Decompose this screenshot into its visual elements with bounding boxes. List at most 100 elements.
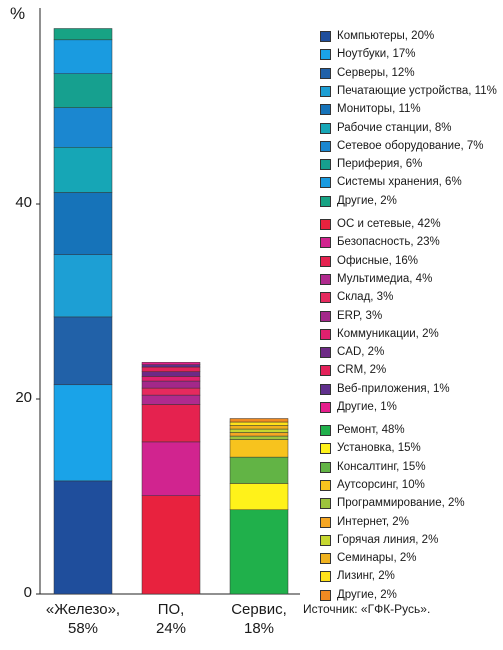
category-name: Сервис, [231, 601, 287, 618]
bar-segment [141, 364, 201, 368]
bar-segment [53, 28, 113, 41]
legend-label: Склад, 3% [337, 291, 394, 304]
legend-swatch [320, 310, 331, 322]
legend-swatch [320, 237, 331, 249]
source-note: Источник: «ГФК-Русь». [303, 602, 431, 616]
category-share: 58% [67, 620, 99, 637]
y-tick-label: 20 [15, 389, 32, 406]
bar-segment [229, 432, 289, 437]
legend-swatch [320, 104, 331, 116]
legend-label: Офисные, 16% [337, 254, 418, 267]
category-label: Сервис, 18% [214, 600, 304, 638]
legend-label: Семинары, 2% [337, 552, 417, 565]
bar-segment [141, 404, 201, 443]
bar-segment [229, 509, 289, 595]
legend-label: Лизинг, 2% [337, 570, 395, 583]
category-name: ПО, [157, 601, 185, 618]
bar-segment [141, 387, 201, 396]
category-share: 18% [243, 620, 275, 637]
legend-swatch [320, 255, 331, 267]
legend-label: Установка, 15% [337, 442, 421, 455]
bar-segment [53, 73, 113, 108]
legend-label: Печатающие устройства, 11% [337, 84, 497, 97]
bar-segment [141, 380, 201, 389]
bar-segment [53, 480, 113, 595]
legend-swatch [320, 365, 331, 377]
legend-swatch [320, 292, 331, 304]
legend-swatch [320, 425, 331, 436]
legend-swatch [320, 219, 331, 230]
bar-segment [141, 362, 201, 365]
category-label: «Железо», 58% [38, 600, 128, 638]
legend-label: Компьютеры, 20% [337, 30, 435, 42]
bar-segment [141, 394, 201, 405]
bar-segment [141, 441, 201, 496]
bar-segment [141, 376, 201, 382]
legend-swatch [320, 328, 331, 340]
legend-swatch [320, 443, 331, 455]
bar-segment [229, 439, 289, 458]
bar-segment [53, 107, 113, 148]
legend-swatch [320, 347, 331, 359]
legend-swatch [320, 553, 331, 565]
legend-label: Мониторы, 11% [337, 103, 421, 116]
legend-label: Интернет, 2% [337, 515, 409, 528]
y-tick-label: 0 [23, 584, 32, 601]
legend-label: CAD, 2% [337, 346, 385, 359]
bar-segment [141, 495, 201, 595]
legend-label: Коммуникации, 2% [337, 327, 439, 340]
legend-label: CRM, 2% [337, 364, 387, 377]
legend-label: Серверы, 12% [337, 66, 415, 79]
y-unit-label: % [10, 4, 26, 23]
y-tick-label: 40 [15, 194, 32, 211]
legend-label: Программирование, 2% [337, 497, 465, 510]
category-share: 24% [155, 620, 187, 637]
legend-swatch [320, 49, 331, 61]
bar-segment [141, 366, 201, 372]
legend-swatch [320, 516, 331, 528]
legend-label: Ноутбуки, 17% [337, 48, 416, 61]
legend-swatch [320, 383, 331, 395]
bar-segment [229, 428, 289, 433]
bar-segment [229, 425, 289, 430]
bar-segment [53, 39, 113, 74]
legend-label: Веб-приложения, 1% [337, 382, 450, 395]
bar-segment [53, 192, 113, 255]
legend-label: Безопасность, 23% [337, 236, 440, 249]
legend-swatch [320, 122, 331, 134]
legend-swatch [320, 177, 331, 189]
legend-swatch [320, 273, 331, 285]
legend-swatch [320, 534, 331, 546]
legend-swatch [320, 589, 331, 601]
legend-label: ERP, 3% [337, 309, 383, 322]
legend-swatch [320, 159, 331, 171]
legend-label: Сетевое оборудование, 7% [337, 139, 484, 152]
legend-swatch [320, 402, 331, 413]
category-name: «Железо», [45, 601, 121, 618]
legend-swatch [320, 195, 331, 207]
legend-label: Рабочие станции, 8% [337, 121, 452, 134]
bar-segment [229, 483, 289, 511]
bar-segment [53, 384, 113, 482]
legend-swatch [320, 461, 331, 473]
bar-segment [53, 316, 113, 386]
legend-swatch [320, 31, 331, 42]
legend-swatch [320, 498, 331, 510]
legend-label: Другие, 2% [337, 194, 397, 207]
legend-swatch [320, 67, 331, 79]
bar-segment [229, 456, 289, 484]
legend-label: Мультимедиа, 4% [337, 272, 433, 285]
bar-segment [229, 435, 289, 440]
legend-swatch [320, 140, 331, 152]
legend-swatch [320, 479, 331, 491]
legend-label: Ремонт, 48% [337, 424, 405, 436]
bar-segment [229, 418, 289, 423]
legend-label: Аутсорсинг, 10% [337, 478, 425, 491]
legend-label: Горячая линия, 2% [337, 533, 439, 546]
legend-swatch [320, 571, 331, 583]
legend-label: ОС и сетевые, 42% [337, 218, 441, 230]
bar-segment [141, 371, 201, 377]
bar-segment [229, 421, 289, 426]
legend-label: Системы хранения, 6% [337, 176, 462, 189]
